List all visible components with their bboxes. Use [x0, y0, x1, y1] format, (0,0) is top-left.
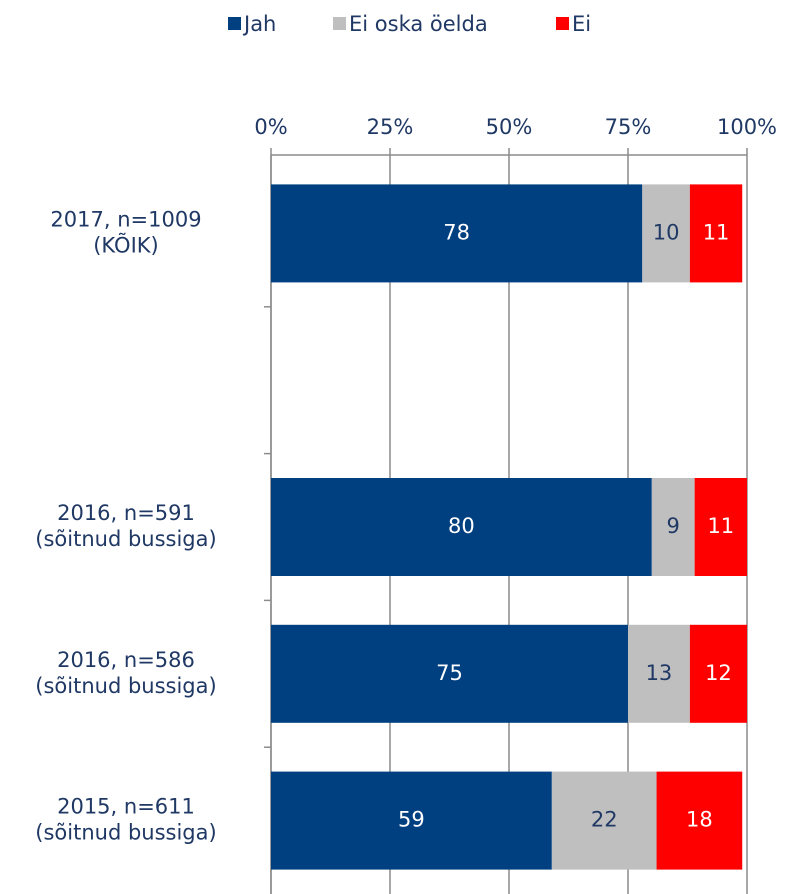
y-tick-label-line: (sõitnud bussiga): [35, 821, 216, 845]
bar-segment: [694, 478, 747, 576]
x-tick-label: 0%: [254, 115, 287, 139]
bar-segment: [271, 478, 652, 576]
data-label: 13: [646, 661, 673, 685]
y-tick-label: 2016, n=586 (sõitnud bussiga): [35, 648, 216, 698]
y-tick-label: 2017, n=1009 (KÕIK): [50, 207, 201, 257]
y-tick-label-line: (sõitnud bussiga): [35, 674, 216, 698]
y-tick-label-line: (sõitnud bussiga): [35, 527, 216, 551]
bar-segment: [689, 624, 747, 723]
data-label: 78: [443, 220, 470, 244]
bar-segment: [551, 771, 657, 870]
data-label: 10: [653, 220, 680, 244]
data-label: 9: [667, 514, 680, 538]
legend-label: Ei: [572, 12, 591, 36]
data-label: 22: [591, 808, 618, 832]
y-tick-label-line: 2017, n=1009: [50, 207, 201, 231]
data-label: 59: [398, 808, 425, 832]
x-tick-label: 50%: [486, 115, 533, 139]
legend-swatch: [228, 17, 241, 30]
bar-segment: [689, 184, 743, 283]
bar-segment: [651, 478, 695, 576]
bar-segment: [656, 771, 743, 870]
data-label: 11: [707, 514, 734, 538]
y-tick-label-line: 2016, n=591: [57, 501, 195, 525]
x-tick-label: 100%: [717, 115, 777, 139]
data-label: 18: [686, 808, 713, 832]
legend-swatch: [333, 17, 346, 30]
bar-segment: [271, 624, 628, 723]
bar-segment: [642, 184, 690, 283]
legend-label: Jah: [242, 12, 276, 36]
data-label: 75: [436, 661, 463, 685]
y-tick-label: 2015, n=611 (sõitnud bussiga): [35, 795, 216, 845]
legend-label: Ei oska öelda: [349, 12, 488, 36]
bar-segment: [628, 624, 690, 723]
data-label: 11: [703, 220, 730, 244]
y-tick-label: 2016, n=591 (sõitnud bussiga): [35, 501, 216, 551]
data-label: 12: [705, 661, 732, 685]
x-tick-label: 75%: [605, 115, 652, 139]
y-tick-label-line: 2016, n=586: [57, 648, 195, 672]
x-tick-label: 25%: [367, 115, 414, 139]
bar-segment: [271, 771, 552, 870]
data-label: 80: [448, 514, 475, 538]
y-tick-label-line: (KÕIK): [93, 231, 159, 257]
bar-segment: [271, 184, 643, 283]
legend-swatch: [556, 17, 569, 30]
y-tick-label-line: 2015, n=611: [57, 795, 195, 819]
